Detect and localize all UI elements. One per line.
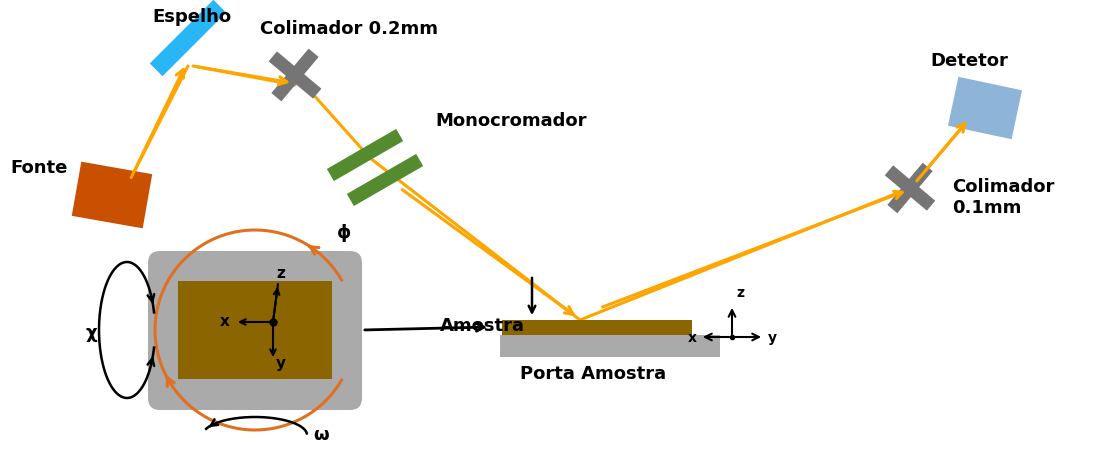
- Polygon shape: [887, 163, 933, 213]
- Polygon shape: [502, 320, 692, 335]
- Text: y: y: [768, 331, 777, 345]
- Polygon shape: [948, 77, 1021, 139]
- Text: ω: ω: [312, 426, 328, 444]
- Polygon shape: [500, 335, 720, 357]
- Text: z: z: [277, 266, 286, 281]
- Text: x: x: [220, 314, 230, 329]
- Text: Colimador 0.2mm: Colimador 0.2mm: [260, 20, 438, 38]
- Polygon shape: [327, 129, 403, 181]
- Polygon shape: [269, 51, 321, 99]
- Text: y: y: [276, 356, 286, 371]
- Polygon shape: [150, 0, 226, 76]
- Polygon shape: [72, 162, 152, 228]
- Polygon shape: [271, 48, 318, 102]
- Polygon shape: [885, 165, 935, 211]
- Text: Colimador
0.1mm: Colimador 0.1mm: [952, 178, 1054, 217]
- Text: χ: χ: [85, 324, 96, 342]
- Text: z: z: [736, 286, 744, 300]
- Text: Detetor: Detetor: [930, 52, 1008, 70]
- FancyBboxPatch shape: [148, 251, 362, 410]
- Text: Espelho: Espelho: [152, 8, 231, 26]
- Text: x: x: [688, 331, 697, 345]
- Text: Amostra: Amostra: [440, 317, 525, 335]
- Text: Porta Amostra: Porta Amostra: [520, 365, 666, 383]
- Polygon shape: [178, 281, 332, 379]
- Text: ϕ: ϕ: [337, 224, 352, 242]
- Polygon shape: [347, 154, 423, 206]
- Text: Monocromador: Monocromador: [435, 112, 587, 130]
- Text: Fonte: Fonte: [10, 159, 67, 177]
